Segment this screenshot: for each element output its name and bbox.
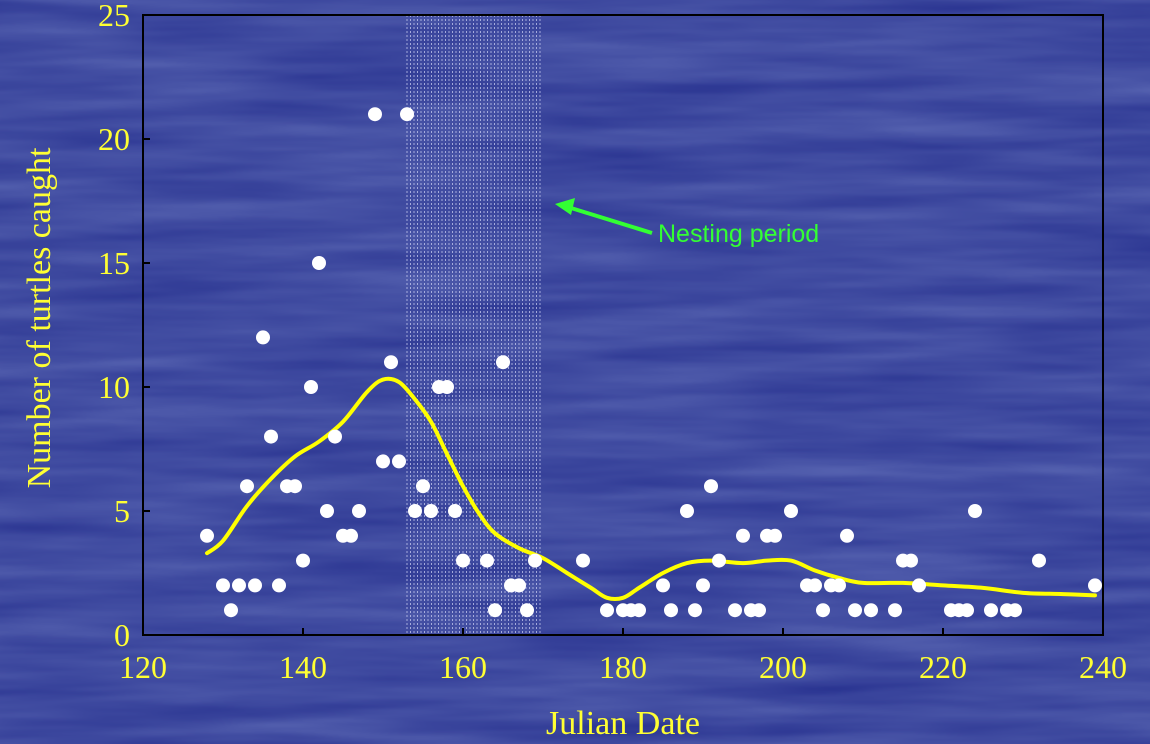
- data-point: [256, 330, 270, 345]
- annotation-arrow-head: [555, 198, 575, 215]
- y-tick-label: 20: [98, 121, 130, 157]
- nesting-annotation: Nesting period: [555, 198, 819, 248]
- data-point: [312, 256, 326, 270]
- annotation-label: Nesting period: [658, 220, 819, 248]
- data-point: [696, 578, 710, 593]
- data-point: [712, 553, 726, 568]
- data-point: [240, 479, 254, 494]
- data-point: [272, 578, 286, 593]
- x-axis-ticks: 120 140 160 180 200 220 240: [119, 628, 1127, 685]
- data-point: [968, 504, 982, 518]
- data-point: [632, 603, 646, 618]
- trend-line: [205, 376, 1097, 602]
- x-tick-label: 120: [119, 649, 167, 685]
- x-tick-label: 240: [1079, 649, 1127, 685]
- plot-border: [142, 14, 1104, 636]
- data-point: [328, 429, 342, 444]
- data-point: [416, 479, 430, 494]
- data-point: [224, 603, 238, 618]
- x-tick-label: 180: [599, 649, 647, 685]
- data-point: [520, 603, 534, 618]
- x-tick-label: 140: [279, 649, 327, 685]
- data-point: [264, 429, 278, 444]
- data-point: [888, 603, 902, 618]
- data-point: [440, 380, 454, 394]
- data-point: [296, 553, 310, 568]
- data-point: [816, 603, 830, 618]
- y-axis-ticks: 0 5 10 15 20 25: [98, 0, 150, 653]
- data-point: [904, 553, 918, 568]
- annotation-arrow: [555, 198, 653, 235]
- data-point: [400, 107, 414, 122]
- data-point: [424, 504, 438, 518]
- data-point: [376, 454, 390, 469]
- data-point: [864, 603, 878, 618]
- y-tick-label: 15: [98, 245, 130, 281]
- data-point: [1032, 553, 1046, 568]
- data-point: [728, 603, 742, 618]
- scatter-points: [200, 107, 1102, 618]
- data-point: [600, 603, 614, 618]
- data-point: [392, 454, 406, 469]
- data-point: [1088, 578, 1102, 593]
- data-point: [288, 479, 302, 494]
- data-point: [248, 578, 262, 593]
- data-point: [848, 603, 862, 618]
- data-point: [1008, 603, 1022, 618]
- data-point: [960, 603, 974, 618]
- data-point: [784, 504, 798, 518]
- data-point: [200, 528, 214, 543]
- x-tick-label: 220: [919, 649, 967, 685]
- data-point: [232, 578, 246, 593]
- y-tick-label: 0: [114, 617, 130, 653]
- data-point: [656, 578, 670, 593]
- data-point: [704, 479, 718, 494]
- data-point: [832, 578, 846, 593]
- x-tick-label: 200: [759, 649, 807, 685]
- data-point: [304, 380, 318, 394]
- nesting-period-band: [406, 15, 541, 635]
- data-point: [680, 504, 694, 518]
- x-tick-label: 160: [439, 649, 487, 685]
- data-point: [768, 528, 782, 543]
- y-tick-label: 25: [98, 0, 130, 33]
- data-point: [664, 603, 678, 618]
- data-point: [736, 528, 750, 543]
- data-point: [352, 504, 366, 518]
- data-point: [496, 355, 510, 370]
- data-point: [408, 504, 422, 518]
- data-point: [320, 504, 334, 518]
- data-point: [808, 578, 822, 593]
- data-point: [216, 578, 230, 593]
- data-point: [448, 504, 462, 518]
- data-point: [344, 528, 358, 543]
- annotation-arrow-shaft: [570, 206, 653, 235]
- data-point: [488, 603, 502, 618]
- data-point: [456, 553, 470, 568]
- data-point: [384, 355, 398, 370]
- data-point: [368, 107, 382, 122]
- plot-frame: [142, 14, 1104, 636]
- data-point: [480, 553, 494, 568]
- data-point: [576, 553, 590, 568]
- data-point: [752, 603, 766, 618]
- data-point: [984, 603, 998, 618]
- data-point: [840, 528, 854, 543]
- trend-line-path: [205, 376, 1097, 602]
- x-axis-title: Julian Date: [546, 705, 700, 742]
- data-point: [688, 603, 702, 618]
- y-tick-label: 10: [98, 369, 130, 405]
- y-axis-title: Number of turtles caught: [21, 147, 58, 488]
- data-point: [512, 578, 526, 593]
- data-point: [528, 553, 542, 568]
- data-point: [912, 578, 926, 593]
- y-tick-label: 5: [114, 493, 130, 529]
